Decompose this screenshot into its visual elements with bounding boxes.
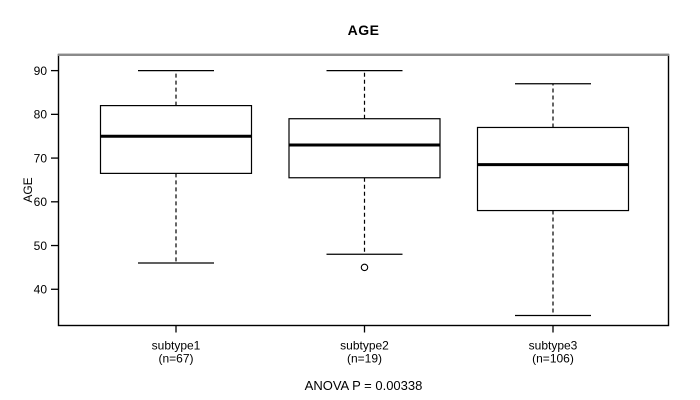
- group-label: subtype3: [529, 339, 578, 353]
- group-sublabel: (n=19): [347, 352, 382, 366]
- chart-title: AGE: [347, 22, 380, 38]
- group-label: subtype1: [152, 339, 201, 353]
- group-sublabel: (n=67): [158, 352, 193, 366]
- group-sublabel: (n=106): [532, 352, 574, 366]
- iqr-box: [288, 118, 441, 179]
- y-tick-label: 90: [34, 64, 48, 78]
- y-tick-label: 60: [34, 195, 48, 209]
- iqr-box: [99, 105, 253, 174]
- y-tick-label: 40: [34, 283, 48, 297]
- iqr-box: [476, 126, 630, 212]
- outlier-point: [360, 263, 369, 272]
- y-tick-label: 70: [34, 151, 48, 165]
- anova-annotation: ANOVA P = 0.00338: [304, 378, 423, 393]
- y-tick-label: 50: [34, 239, 48, 253]
- y-tick-label: 80: [34, 108, 48, 122]
- group-label: subtype2: [340, 339, 389, 353]
